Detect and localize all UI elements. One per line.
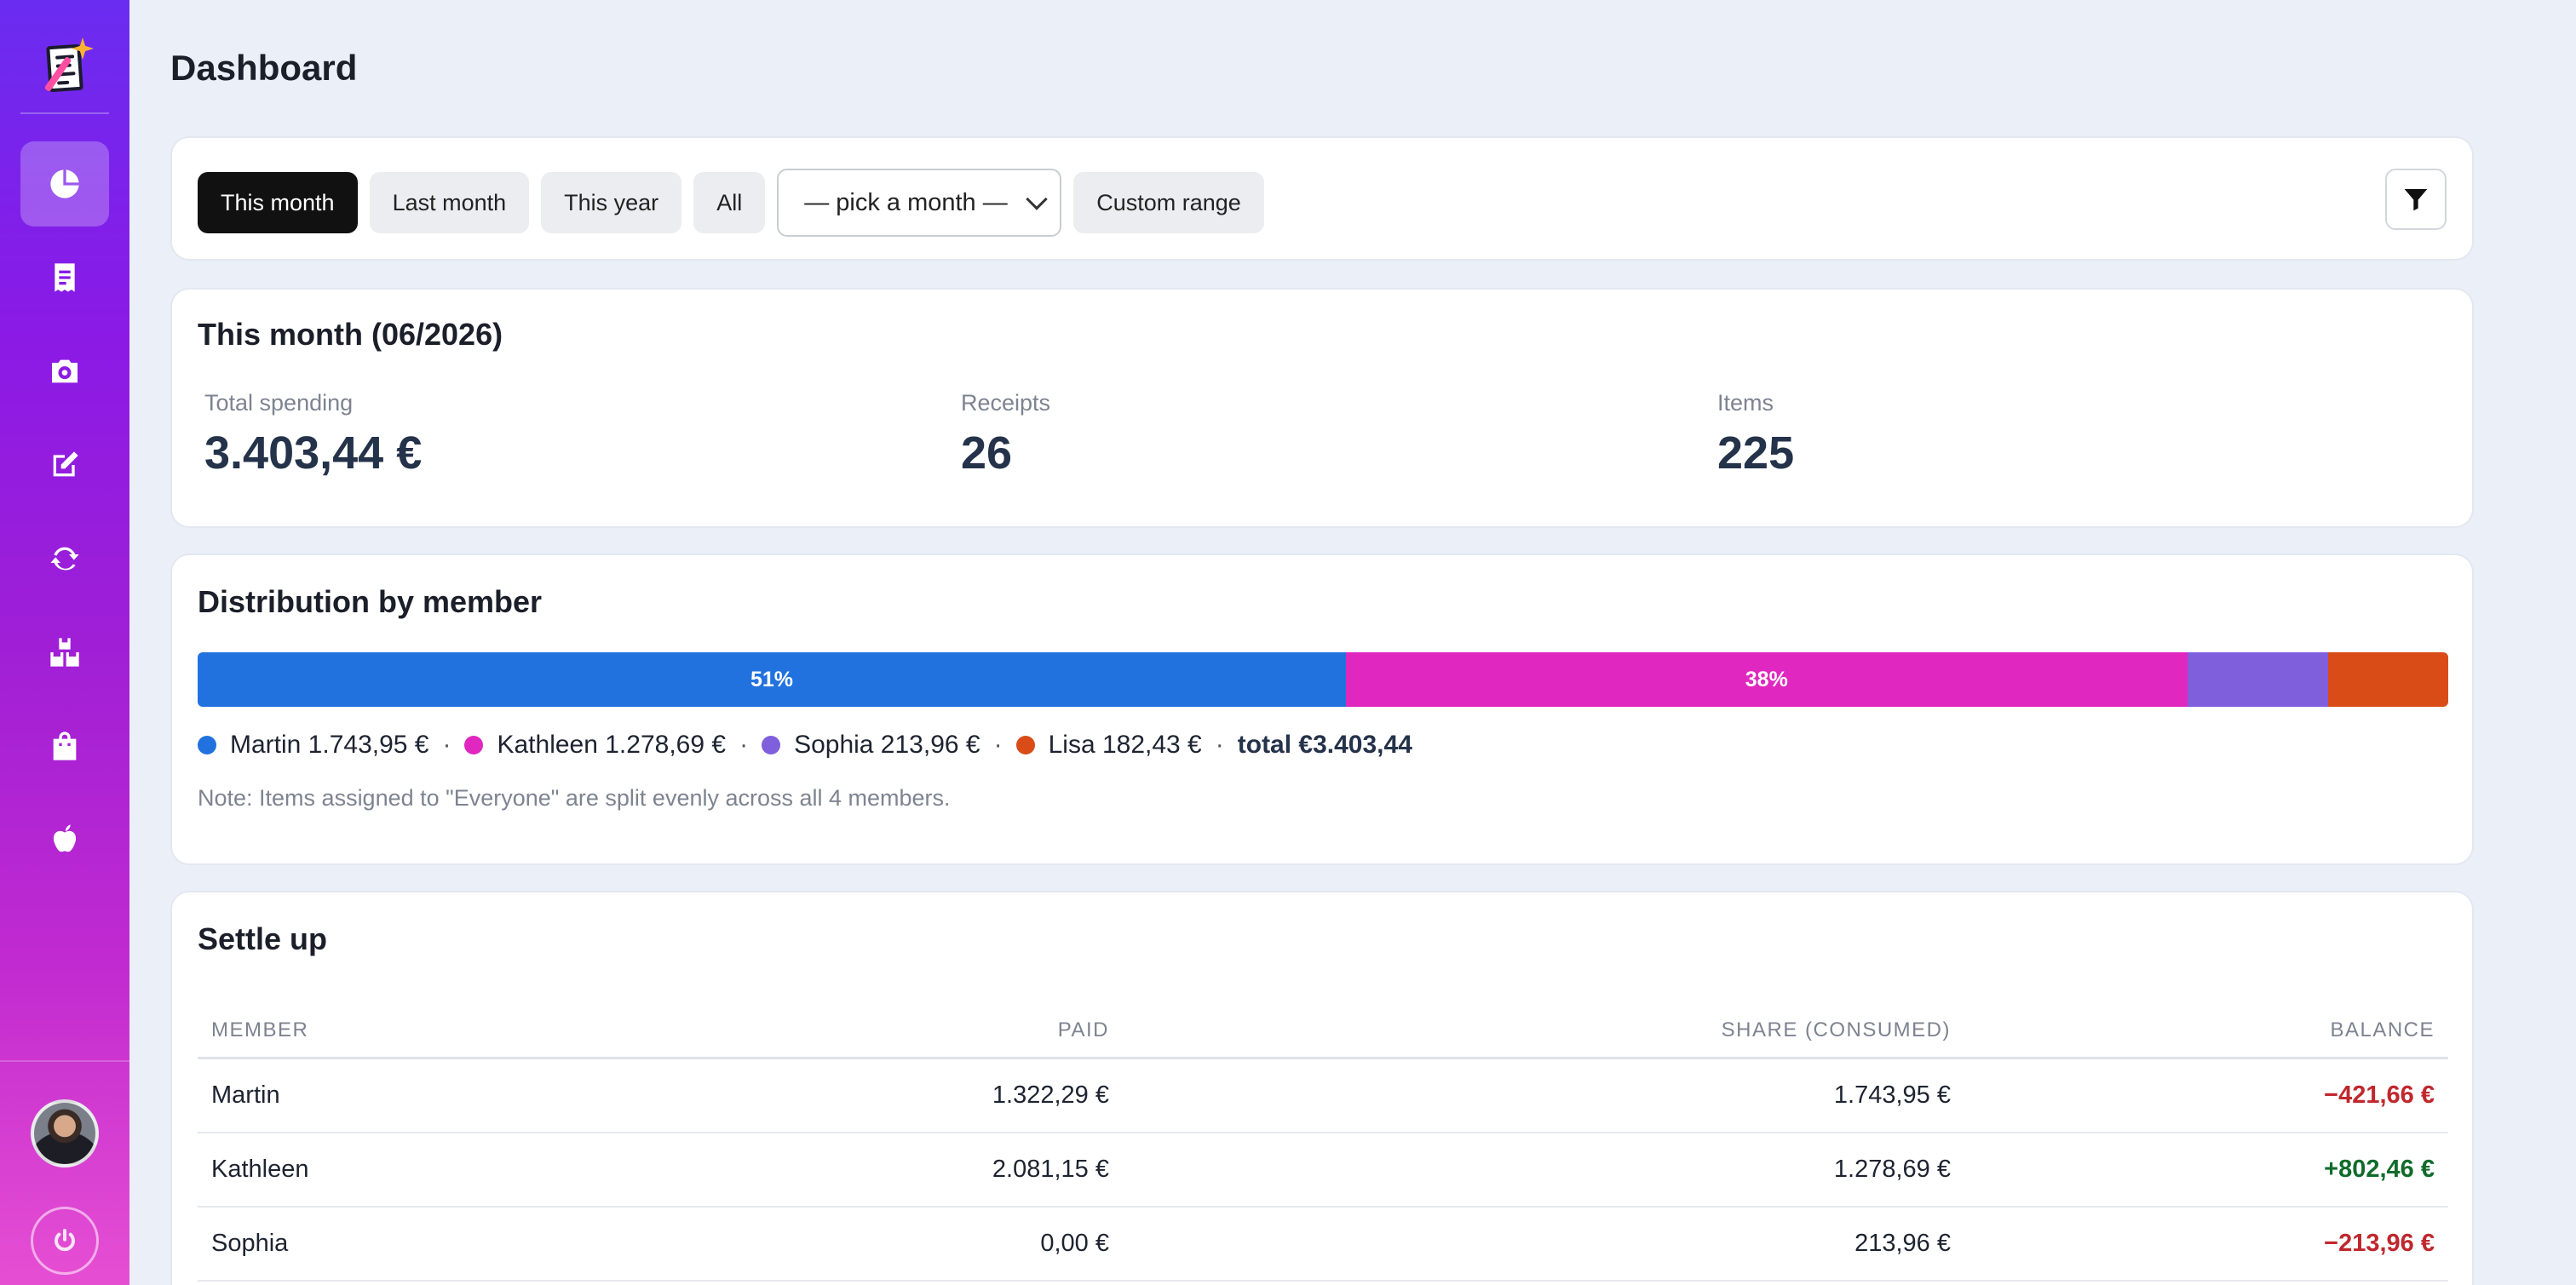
- stat-value: 225: [1717, 427, 1795, 479]
- settle-table: MEMBER PAID SHARE (CONSUMED) BALANCE Mar…: [198, 1003, 2448, 1282]
- sidebar: [0, 0, 129, 1285]
- distribution-bar: 51% 38%: [198, 652, 2448, 707]
- legend-separator: ·: [442, 731, 451, 759]
- sidebar-divider: [20, 112, 109, 114]
- distribution-segment-sophia: [2187, 652, 2329, 707]
- table-row: Sophia 0,00 € 213,96 € −213,96 €: [198, 1208, 2448, 1282]
- distribution-segment-lisa: [2328, 652, 2448, 707]
- month-select-value: — pick a month —: [804, 188, 1008, 216]
- sidebar-item-receipts[interactable]: [20, 235, 109, 320]
- sidebar-item-dashboard[interactable]: [20, 141, 109, 227]
- legend-item-sophia: Sophia 213,96 €: [794, 731, 980, 759]
- cell-share: 1.278,69 €: [1833, 1156, 1951, 1183]
- header-paid: PAID: [1057, 1018, 1109, 1041]
- cell-member: Martin: [211, 1081, 280, 1109]
- header-share: SHARE (CONSUMED): [1721, 1018, 1951, 1041]
- distribution-card: Distribution by member 51% 38% Martin 1.7…: [170, 554, 2474, 865]
- period-filter-card: This month Last month This year All — pi…: [170, 136, 2474, 261]
- power-icon: [55, 1229, 75, 1252]
- legend-item-martin: Martin 1.743,95 €: [230, 731, 429, 759]
- summary-title: This month (06/2026): [198, 317, 503, 352]
- cell-share: 213,96 €: [1854, 1230, 1951, 1257]
- distribution-segment-martin: 51%: [198, 652, 1346, 707]
- stat-value: 26: [961, 427, 1013, 479]
- legend-dot-lisa: [1015, 736, 1035, 754]
- settle-up-card: Settle up MEMBER PAID SHARE (CONSUMED) B…: [170, 891, 2474, 1285]
- legend-item-kathleen: Kathleen 1.278,69 €: [497, 731, 727, 759]
- cell-share: 1.743,95 €: [1833, 1081, 1951, 1109]
- stat-total-spending: Total spending 3.403,44 €: [204, 390, 422, 479]
- pie-chart-icon: [50, 169, 79, 198]
- legend-separator: ·: [739, 731, 749, 759]
- sidebar-item-food[interactable]: [20, 797, 109, 882]
- cell-member: Sophia: [211, 1230, 289, 1257]
- sidebar-nav: [20, 141, 109, 882]
- filter-this-year-button[interactable]: This year: [541, 172, 682, 233]
- edit-icon: [53, 451, 78, 477]
- header-member: MEMBER: [211, 1018, 309, 1041]
- legend-separator: ·: [993, 731, 1003, 759]
- stat-items: Items 225: [1717, 390, 1794, 479]
- distribution-title: Distribution by member: [198, 584, 543, 619]
- shopping-bag-icon: [53, 731, 77, 760]
- legend-dot-martin: [198, 736, 216, 754]
- cell-paid: 0,00 €: [1040, 1230, 1109, 1257]
- filter-last-month-button[interactable]: Last month: [369, 172, 530, 233]
- distribution-legend: Martin 1.743,95 € · Kathleen 1.278,69 € …: [198, 731, 1412, 760]
- header-balance: BALANCE: [2330, 1018, 2435, 1041]
- receipt-icon: [55, 263, 75, 292]
- legend-dot-sophia: [762, 736, 781, 754]
- table-header: MEMBER PAID SHARE (CONSUMED) BALANCE: [198, 1003, 2448, 1059]
- cell-member: Kathleen: [211, 1156, 309, 1183]
- distribution-note: Note: Items assigned to "Everyone" are s…: [198, 785, 951, 811]
- stat-receipts: Receipts 26: [961, 390, 1050, 479]
- stat-label: Receipts: [961, 390, 1051, 416]
- filter-button[interactable]: [2385, 169, 2447, 230]
- sidebar-footer: [0, 1060, 129, 1285]
- legend-dot-kathleen: [464, 736, 484, 754]
- app-logo[interactable]: [32, 36, 97, 100]
- sidebar-item-scan[interactable]: [20, 329, 109, 414]
- distribution-segment-kathleen: 38%: [1345, 652, 2188, 707]
- legend-total: total €3.403,44: [1237, 731, 1412, 759]
- table-row: Martin 1.322,29 € 1.743,95 € −421,66 €: [198, 1059, 2448, 1133]
- legend-item-lisa: Lisa 182,43 €: [1048, 731, 1202, 759]
- period-filters: This month Last month This year All — pi…: [198, 169, 1264, 237]
- stat-label: Items: [1717, 390, 1774, 416]
- main-content: Dashboard This month Last month This yea…: [170, 0, 2474, 1285]
- sidebar-item-edit[interactable]: [20, 422, 109, 508]
- cell-balance: −421,66 €: [2324, 1081, 2435, 1109]
- filter-all-button[interactable]: All: [693, 172, 766, 233]
- apple-icon: [53, 824, 77, 852]
- filter-icon: [2404, 189, 2428, 211]
- month-select[interactable]: — pick a month —: [777, 169, 1062, 237]
- settle-up-title: Settle up: [198, 921, 328, 956]
- refresh-icon: [50, 547, 79, 571]
- user-avatar[interactable]: [31, 1099, 99, 1167]
- stat-value: 3.403,44 €: [204, 427, 423, 479]
- sidebar-item-inventory[interactable]: [20, 610, 109, 695]
- logout-button[interactable]: [31, 1207, 99, 1275]
- table-row: Kathleen 2.081,15 € 1.278,69 € +802,46 €: [198, 1133, 2448, 1208]
- legend-separator: ·: [1215, 731, 1224, 759]
- filter-this-month-button[interactable]: This month: [198, 172, 358, 233]
- cell-paid: 1.322,29 €: [992, 1081, 1109, 1109]
- cell-balance: +802,46 €: [2324, 1156, 2435, 1183]
- cell-balance: −213,96 €: [2324, 1230, 2435, 1257]
- stat-label: Total spending: [204, 390, 354, 416]
- sidebar-item-shopping[interactable]: [20, 703, 109, 789]
- summary-card: This month (06/2026) Total spending 3.40…: [170, 288, 2474, 528]
- sidebar-item-recurring[interactable]: [20, 516, 109, 601]
- cell-paid: 2.081,15 €: [992, 1156, 1109, 1183]
- page-title: Dashboard: [170, 48, 358, 88]
- camera-icon: [52, 359, 78, 383]
- custom-range-button[interactable]: Custom range: [1073, 172, 1264, 233]
- boxes-icon: [50, 638, 79, 667]
- chevron-down-icon: [1026, 188, 1048, 210]
